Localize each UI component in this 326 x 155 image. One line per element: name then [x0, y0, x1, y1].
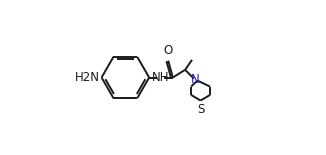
Text: H2N: H2N: [75, 71, 100, 84]
Text: S: S: [198, 103, 205, 116]
Text: N: N: [191, 73, 200, 86]
Text: O: O: [164, 44, 173, 57]
Text: NH: NH: [152, 71, 169, 84]
